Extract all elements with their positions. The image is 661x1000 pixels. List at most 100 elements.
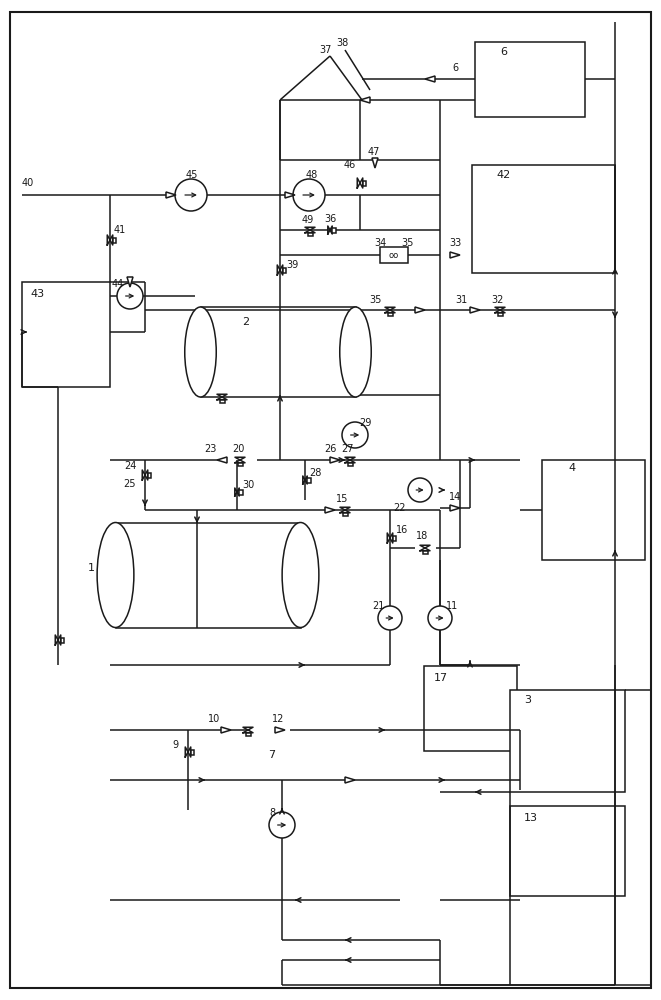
Circle shape [117, 283, 143, 309]
Text: 43: 43 [30, 289, 44, 299]
Polygon shape [450, 252, 460, 258]
Text: 15: 15 [336, 494, 348, 504]
Ellipse shape [97, 522, 134, 628]
Circle shape [175, 179, 207, 211]
Text: 4: 4 [568, 463, 575, 473]
Text: 3: 3 [524, 695, 531, 705]
Text: 37: 37 [320, 45, 332, 55]
Bar [510, 690, 625, 792]
Circle shape [408, 478, 432, 502]
Polygon shape [330, 457, 340, 463]
Polygon shape [166, 192, 176, 198]
Bar [283, 267, 286, 272]
Polygon shape [450, 505, 460, 511]
Text: 26: 26 [324, 444, 336, 454]
Text: 40: 40 [22, 178, 34, 188]
Text: 25: 25 [124, 479, 136, 489]
Circle shape [293, 179, 325, 211]
Text: 48: 48 [306, 170, 318, 180]
Text: 1: 1 [88, 563, 95, 573]
Text: 22: 22 [394, 503, 407, 513]
Bar [498, 313, 502, 316]
Text: 35: 35 [369, 295, 381, 305]
Text: 41: 41 [114, 225, 126, 235]
Polygon shape [221, 727, 231, 733]
Polygon shape [470, 307, 480, 313]
Polygon shape [285, 192, 295, 198]
Bar [116, 522, 301, 628]
Bar [393, 536, 396, 540]
Text: 14: 14 [449, 492, 461, 502]
Polygon shape [345, 777, 355, 783]
Bar [239, 489, 243, 494]
Text: 8: 8 [269, 808, 275, 818]
Polygon shape [360, 97, 370, 103]
Bar [542, 460, 645, 560]
Polygon shape [217, 457, 227, 463]
Text: 30: 30 [242, 480, 254, 490]
Text: 24: 24 [124, 461, 136, 471]
Bar [387, 313, 393, 316]
Text: 20: 20 [232, 444, 244, 454]
Circle shape [378, 606, 402, 630]
Bar [475, 42, 585, 117]
Text: 44: 44 [112, 279, 124, 289]
Text: 13: 13 [524, 813, 538, 823]
Text: 17: 17 [434, 673, 448, 683]
Bar [61, 638, 64, 643]
Text: 27: 27 [342, 444, 354, 454]
Bar [422, 551, 428, 554]
Text: 32: 32 [491, 295, 503, 305]
Text: 9: 9 [172, 740, 178, 750]
Bar [424, 666, 517, 751]
Bar [332, 228, 336, 232]
Text: 23: 23 [204, 444, 216, 454]
Text: 35: 35 [402, 238, 414, 248]
Text: 16: 16 [396, 525, 408, 535]
Text: 33: 33 [449, 238, 461, 248]
Text: 6: 6 [452, 63, 458, 73]
Polygon shape [425, 76, 435, 82]
Bar [200, 307, 356, 397]
Circle shape [428, 606, 452, 630]
Text: 2: 2 [242, 317, 249, 327]
Text: 29: 29 [359, 418, 371, 428]
Bar [245, 733, 251, 736]
Text: 36: 36 [324, 214, 336, 224]
Text: 10: 10 [208, 714, 220, 724]
Ellipse shape [185, 307, 216, 397]
Polygon shape [415, 307, 425, 313]
Bar [191, 750, 194, 754]
Ellipse shape [340, 307, 371, 397]
Circle shape [269, 812, 295, 838]
Bar [342, 513, 348, 516]
Text: 42: 42 [496, 170, 510, 180]
Bar [237, 463, 243, 466]
Polygon shape [372, 158, 378, 168]
Polygon shape [325, 507, 335, 513]
Bar [348, 463, 352, 466]
Text: 46: 46 [344, 160, 356, 170]
Bar [363, 180, 366, 186]
Text: 31: 31 [455, 295, 467, 305]
Text: 21: 21 [371, 601, 384, 611]
Text: 7: 7 [268, 750, 275, 760]
Bar [380, 247, 408, 263]
Bar [510, 806, 625, 896]
Text: 12: 12 [272, 714, 284, 724]
Text: 49: 49 [302, 215, 314, 225]
Bar [307, 233, 313, 236]
Circle shape [342, 422, 368, 448]
Text: 18: 18 [416, 531, 428, 541]
Bar [113, 237, 116, 242]
Bar [307, 478, 311, 483]
Bar [219, 400, 225, 403]
Text: 47: 47 [368, 147, 380, 157]
Text: 11: 11 [446, 601, 458, 611]
Text: 34: 34 [374, 238, 386, 248]
Text: oo: oo [389, 250, 399, 259]
Text: 45: 45 [186, 170, 198, 180]
Polygon shape [275, 727, 285, 733]
Text: 6: 6 [500, 47, 507, 57]
Bar [22, 282, 110, 387]
